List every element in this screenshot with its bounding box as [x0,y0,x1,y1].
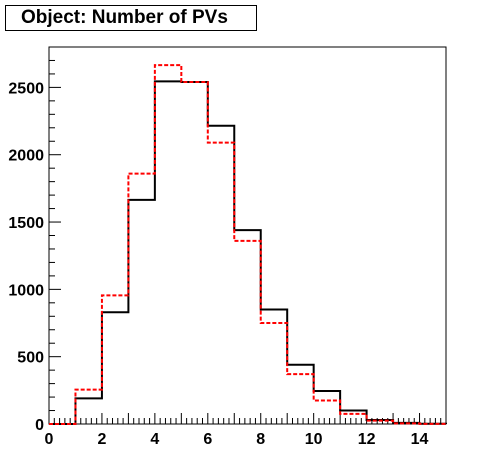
tick-labels: 0 2 4 6 8 10 12 14 0 500 1000 1500 2000 2500 [8,80,428,448]
x-tick-label: 10 [305,431,323,448]
x-tick-label: 14 [411,431,429,448]
x-tick-label: 4 [150,431,159,448]
series-red-dashed [49,64,447,425]
y-tick-label: 0 [35,417,44,434]
chart-title: Object: Number of PVs [5,5,257,31]
y-tick-label: 1000 [8,282,44,299]
series-black-solid [49,80,447,425]
x-tick-label: 0 [45,431,54,448]
x-tick-label: 2 [97,431,106,448]
y-tick-label: 2500 [8,80,44,97]
axes [48,46,447,425]
y-tick-label: 1500 [8,215,44,232]
x-tick-label: 8 [256,431,265,448]
x-tick-label: 6 [203,431,212,448]
plot-frame [48,46,447,425]
y-tick-label: 2000 [8,148,44,165]
series-layer [49,64,447,425]
x-tick-label: 12 [358,431,376,448]
y-tick-label: 500 [17,350,44,367]
